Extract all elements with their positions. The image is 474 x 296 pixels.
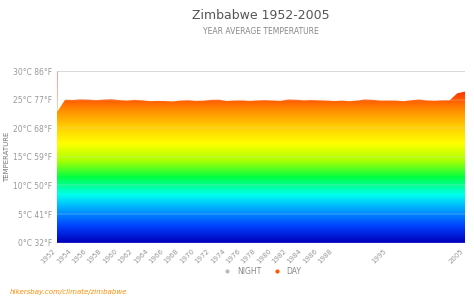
Y-axis label: TEMPERATURE: TEMPERATURE [4, 132, 10, 182]
Text: Zimbabwe 1952-2005: Zimbabwe 1952-2005 [192, 9, 329, 22]
Legend: NIGHT, DAY: NIGHT, DAY [217, 264, 305, 279]
Text: YEAR AVERAGE TEMPERATURE: YEAR AVERAGE TEMPERATURE [203, 27, 319, 36]
Text: hikersbay.com/climate/zimbabwe: hikersbay.com/climate/zimbabwe [9, 288, 127, 295]
